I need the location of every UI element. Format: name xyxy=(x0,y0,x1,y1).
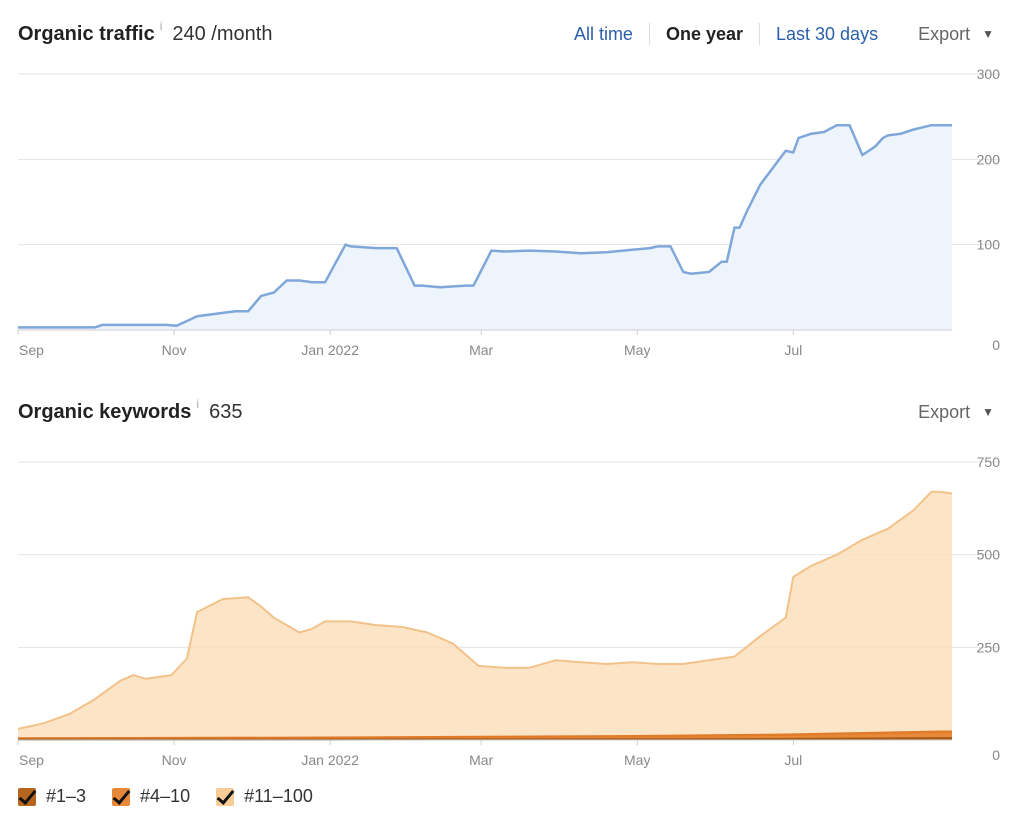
traffic-info-icon[interactable]: i xyxy=(159,19,163,33)
keywords-info-icon[interactable]: i xyxy=(196,397,200,411)
range-divider xyxy=(648,23,650,45)
traffic-export-button[interactable]: Export ▼ xyxy=(918,24,994,45)
y-tick-label: 0 xyxy=(992,337,1000,353)
x-tick-label: Jul xyxy=(784,342,802,358)
x-tick-label: Mar xyxy=(469,752,493,768)
keywords-area-11-100 xyxy=(18,491,952,740)
legend-item-top3[interactable]: #1–3 xyxy=(18,786,86,807)
keywords-header: Organic keywords i 635 Export ▼ xyxy=(18,396,994,428)
traffic-area xyxy=(18,125,952,330)
x-tick-label: Jan 2022 xyxy=(301,342,359,358)
traffic-value: 240 /month xyxy=(172,22,273,45)
caret-down-icon: ▼ xyxy=(982,27,994,41)
y-tick-label: 250 xyxy=(977,639,1001,655)
traffic-line xyxy=(18,123,952,329)
x-tick-label: Sep xyxy=(19,752,44,768)
legend-label: #11–100 xyxy=(244,786,313,806)
x-tick-label: May xyxy=(624,752,650,768)
caret-down-icon: ▼ xyxy=(982,405,994,419)
checkbox-checked-icon[interactable] xyxy=(112,787,131,806)
x-tick-label: Nov xyxy=(162,342,187,358)
x-tick-label: Jan 2022 xyxy=(301,752,359,768)
checkbox-checked-icon[interactable] xyxy=(18,787,36,806)
x-tick-label: May xyxy=(624,342,650,358)
traffic-chart: 0 100 200 300 Sep Nov Jan 2022 Mar May Jul xyxy=(17,66,1001,358)
legend-label: #1–3 xyxy=(46,786,87,806)
range-one-year[interactable]: One year xyxy=(665,23,743,44)
range-divider xyxy=(759,23,760,45)
keywords-title: Organic keywords xyxy=(18,400,192,423)
x-tick-label: Nov xyxy=(162,752,187,768)
x-tick-label: Sep xyxy=(19,342,44,358)
y-tick-label: 200 xyxy=(977,151,1001,167)
legend-item-top100[interactable]: #11–100 xyxy=(216,786,313,807)
traffic-header: Organic traffic i 240 /month All time On… xyxy=(18,18,994,50)
y-tick-label: 500 xyxy=(977,547,1001,563)
traffic-export-label: Export xyxy=(918,23,971,44)
y-tick-label: 0 xyxy=(992,747,1000,763)
legend-label: #4–10 xyxy=(140,786,191,806)
legend-item-top10[interactable]: #4–10 xyxy=(112,786,190,807)
range-all-time[interactable]: All time xyxy=(573,23,633,44)
y-tick-label: 100 xyxy=(977,237,1001,253)
x-tick-label: Jul xyxy=(784,752,802,768)
keywords-area-11-100-line xyxy=(17,490,953,730)
x-tick-label: Mar xyxy=(469,342,493,358)
traffic-title: Organic traffic xyxy=(18,22,155,45)
keywords-value: 635 xyxy=(209,400,243,423)
keywords-legend: #1–3 #4–10 #11–100 xyxy=(18,786,339,807)
range-last-30-days[interactable]: Last 30 days xyxy=(776,23,879,44)
keywords-export-button[interactable]: Export ▼ xyxy=(918,402,994,423)
keywords-export-label: Export xyxy=(918,401,971,422)
keywords-chart: 0 250 500 750 Sep Nov Jan 2022 Mar May Jul xyxy=(17,454,1001,768)
y-tick-label: 300 xyxy=(977,66,1001,82)
y-tick-label: 750 xyxy=(977,454,1001,470)
checkbox-checked-icon[interactable] xyxy=(216,787,235,806)
keywords-area-4-10-line xyxy=(17,730,952,740)
